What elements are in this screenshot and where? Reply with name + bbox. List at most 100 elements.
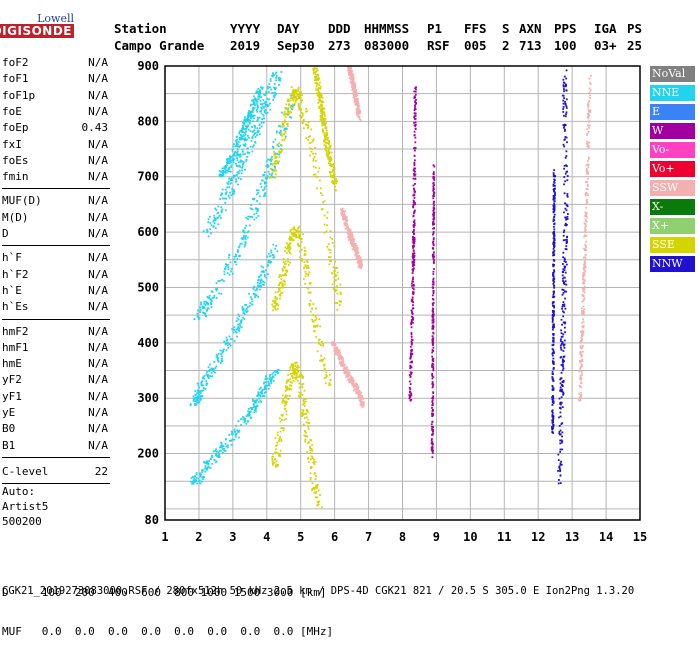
trace-point-w	[413, 155, 416, 157]
trace-point-nne	[259, 274, 262, 277]
trace-point-sse	[316, 175, 319, 178]
trace-point-nne	[239, 178, 242, 180]
trace-point-nne	[230, 433, 233, 436]
trace-point-nne	[202, 376, 205, 379]
trace-point-nnw	[565, 105, 568, 108]
trace-point-ssw	[348, 374, 351, 377]
trace-point-sse	[312, 159, 315, 162]
trace-point-nne	[232, 154, 235, 157]
trace-point-nne	[267, 158, 270, 161]
trace-point-sse	[318, 105, 320, 108]
trace-point-nne	[289, 116, 292, 118]
trace-point-nnw	[553, 249, 556, 252]
trace-point-nne	[216, 355, 219, 357]
trace-point-nne	[267, 166, 269, 168]
trace-point-nnw	[553, 228, 556, 231]
trace-point-nne	[269, 80, 272, 82]
trace-point-nne	[258, 282, 261, 285]
trace-point-sse	[298, 386, 301, 389]
trace-point-nne	[238, 436, 240, 439]
trace-point-nne	[189, 403, 192, 406]
trace-point-sse	[303, 261, 306, 264]
param-name: h`F2	[2, 267, 29, 281]
trace-point-nnw	[560, 371, 563, 374]
trace-point-w	[431, 313, 434, 316]
trace-point-nnw	[564, 216, 567, 219]
trace-point-nne	[259, 285, 262, 287]
trace-point-nne	[213, 459, 216, 461]
trace-point-nne	[284, 135, 287, 138]
trace-point-nne	[225, 165, 227, 168]
trace-point-sse	[289, 229, 292, 232]
trace-point-nne	[269, 373, 272, 376]
trace-point-ssw	[347, 71, 350, 74]
trace-point-nne	[249, 296, 252, 299]
trace-point-nne	[213, 361, 216, 363]
trace-point-w	[413, 197, 416, 199]
trace-point-nne	[257, 391, 260, 394]
trace-point-sse	[300, 241, 303, 243]
trace-point-w	[432, 244, 435, 247]
plot-frame	[164, 65, 641, 521]
trace-point-sse	[298, 236, 301, 239]
trace-point-ssw	[355, 249, 358, 252]
trace-point-nne	[259, 280, 262, 282]
trace-point-nne	[204, 312, 206, 315]
trace-point-nnw	[560, 342, 563, 345]
trace-point-nne	[257, 215, 260, 217]
trace-point-nne	[268, 384, 271, 387]
trace-point-nne	[241, 148, 244, 151]
trace-point-ssw	[581, 329, 584, 332]
trace-point-ssw	[351, 85, 354, 88]
trace-point-sse	[278, 156, 281, 159]
trace-point-nnw	[566, 205, 569, 208]
trace-point-w	[431, 324, 434, 327]
trace-point-sse	[322, 344, 325, 347]
trace-point-w	[432, 344, 434, 346]
trace-point-w	[433, 192, 436, 194]
trace-point-sse	[314, 77, 317, 80]
trace-point-sse	[321, 104, 324, 107]
trace-point-nne	[263, 395, 266, 398]
trace-point-nne	[206, 466, 209, 469]
trace-point-w	[413, 124, 416, 127]
trace-point-nnw	[552, 272, 555, 275]
header-label-ps: PS	[627, 21, 643, 36]
trace-point-nne	[253, 129, 256, 132]
header-label-p1: P1	[427, 21, 443, 36]
trace-point-ssw	[588, 124, 591, 127]
trace-point-sse	[278, 275, 281, 278]
trace-point-sse	[311, 455, 314, 458]
trace-point-ssw	[350, 381, 353, 384]
trace-point-sse	[311, 457, 314, 460]
trace-point-nne	[268, 83, 271, 86]
trace-point-nne	[216, 450, 218, 453]
trace-point-nne	[248, 121, 251, 124]
trace-point-ssw	[351, 77, 353, 80]
trace-point-w	[430, 433, 433, 436]
trace-point-nne	[253, 107, 256, 110]
trace-point-nne	[236, 152, 239, 155]
trace-point-nne	[242, 135, 245, 138]
trace-point-sse	[276, 144, 279, 147]
trace-point-ssw	[580, 379, 582, 381]
trace-point-ssw	[331, 344, 334, 347]
trace-point-w	[413, 172, 415, 175]
trace-point-w	[432, 209, 435, 212]
trace-point-sse	[316, 83, 318, 86]
legend-w: W	[650, 123, 695, 139]
param-name: hmF1	[2, 340, 29, 354]
trace-point-ssw	[579, 376, 582, 379]
trace-point-sse	[300, 101, 303, 104]
trace-point-ssw	[360, 404, 363, 407]
trace-point-sse	[307, 287, 310, 290]
trace-point-sse	[316, 504, 319, 507]
trace-point-nne	[266, 85, 269, 88]
trace-point-ssw	[581, 347, 583, 349]
trace-point-ssw	[345, 374, 348, 377]
trace-point-w	[410, 319, 413, 321]
trace-point-nnw	[564, 290, 566, 293]
trace-point-sse	[287, 387, 290, 390]
trace-point-sse	[279, 449, 282, 452]
trace-point-sse	[313, 472, 316, 475]
